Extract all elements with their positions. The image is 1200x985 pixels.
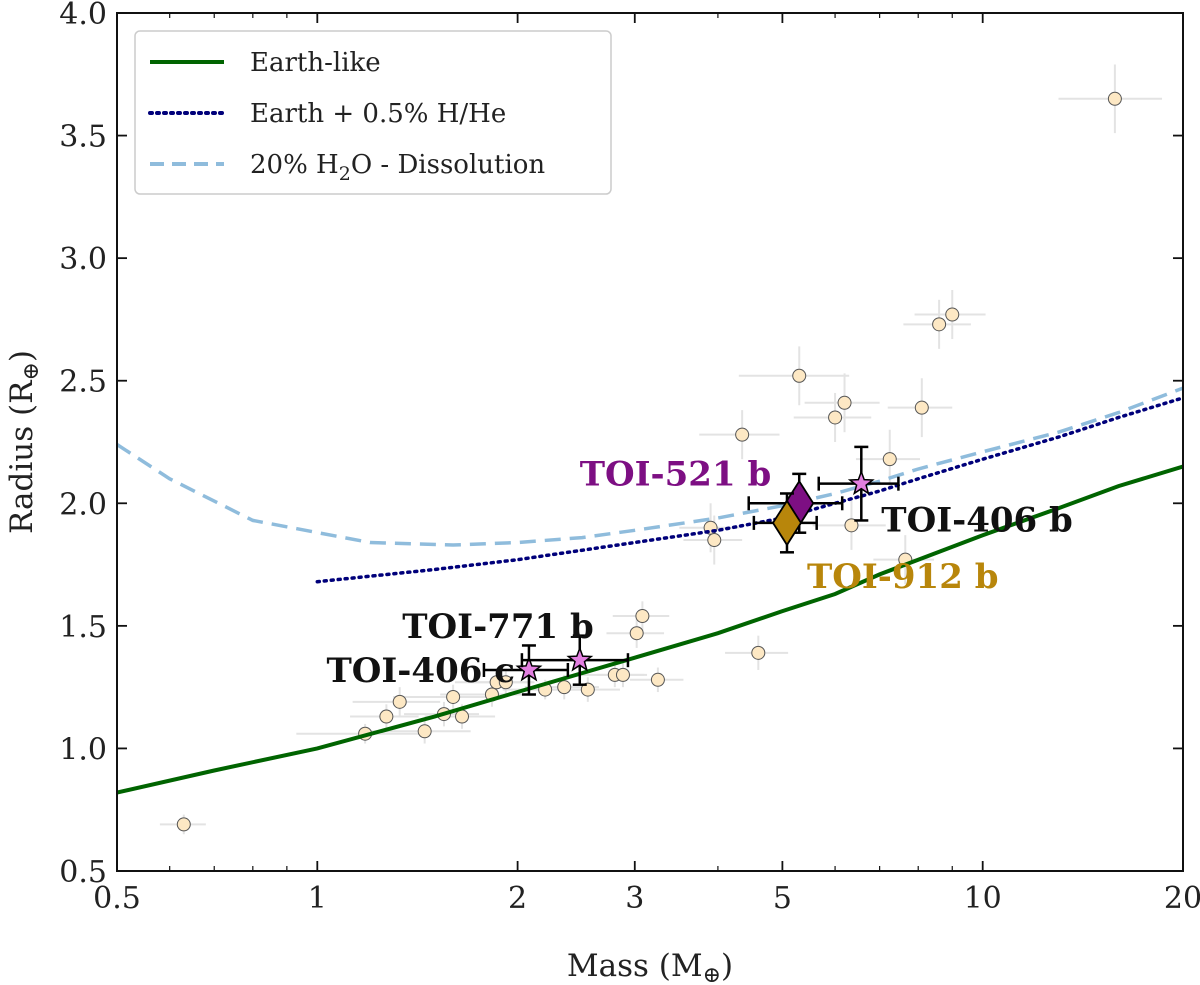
toi-771-b-marker [566, 646, 594, 672]
background-planet-point [751, 645, 766, 660]
background-planet-point [446, 689, 461, 704]
background-planets [176, 91, 1122, 832]
background-planet-point [392, 694, 407, 709]
x-tick-label: 2 [508, 881, 527, 916]
y-tick-label: 4.0 [59, 0, 107, 32]
background-planet-point [498, 675, 513, 690]
background-planet-point [932, 317, 947, 332]
legend-label-earth-like: Earth-like [250, 48, 381, 78]
toi-912-b-marker [771, 499, 803, 547]
toi-521-b-label: TOI-521 b [580, 454, 772, 494]
axis-ticks: 0.5 1 2 3 5 10 20 0.5 1.0 1.5 2.0 2.5 3.0 3.5 4.0 [59, 0, 1200, 916]
background-planet-point [828, 410, 843, 425]
legend: Earth-like Earth + 0.5% H/He 20% H2O - D… [134, 30, 612, 195]
legend-label-water: 20% H2O - Dissolution [250, 150, 545, 185]
x-axis-title: Mass (M⊕) [567, 948, 733, 985]
legend-label-earth-hhe: Earth + 0.5% H/He [250, 99, 506, 129]
legend-box [134, 30, 612, 195]
highlighted-planets [482, 445, 900, 696]
x-tick-label: 1 [308, 881, 327, 916]
background-planet-point [650, 672, 665, 687]
x-tick-label: 5 [773, 881, 792, 916]
background-planet-point [945, 307, 960, 322]
x-tick-label: 20 [1164, 881, 1200, 916]
background-planet-point [707, 533, 722, 548]
background-planet-point [844, 518, 859, 533]
model-curves [117, 386, 1183, 795]
background-planet-point [379, 709, 394, 724]
y-tick-label: 0.5 [59, 855, 107, 890]
background-planet-point [792, 368, 807, 383]
background-planet-point [615, 667, 630, 682]
plot-frame [116, 12, 1184, 872]
background-planet-point [837, 395, 852, 410]
background-planet-point [1107, 91, 1122, 106]
background-planet-point [580, 682, 595, 697]
x-tick-label: 3 [625, 881, 644, 916]
y-tick-label: 1.0 [59, 732, 107, 767]
toi-406-b-label: TOI-406 b [881, 501, 1073, 541]
background-planet-point [176, 817, 191, 832]
toi-406-b-marker [847, 469, 875, 496]
y-axis-title: Radius (R⊕) [4, 350, 44, 534]
y-tick-label: 3.5 [59, 120, 107, 155]
toi-406-c-marker [515, 655, 543, 682]
background-planet-point [635, 609, 650, 624]
earth-like-curve [117, 464, 1183, 795]
x-tick-label: 0.5 [93, 881, 141, 916]
x-tick-label: 10 [964, 881, 1002, 916]
toi-771-b-label: TOI-771 b [402, 607, 594, 647]
toi-406-c-label: TOI-406 c [326, 651, 514, 691]
y-tick-label: 1.5 [59, 610, 107, 645]
background-planet-point [914, 400, 929, 415]
toi-912-b-label: TOI-912 b [807, 557, 999, 597]
background-planet-point [882, 452, 897, 467]
water-dissolution-curve [117, 386, 1183, 547]
background-planet-point [417, 724, 432, 739]
background-planet-point [455, 709, 470, 724]
background-planet-point [557, 680, 572, 695]
y-tick-label: 2.0 [59, 487, 107, 522]
y-tick-label: 2.5 [59, 365, 107, 400]
background-planet-point [629, 626, 644, 641]
background-planet-point [735, 427, 750, 442]
y-tick-label: 3.0 [59, 242, 107, 277]
